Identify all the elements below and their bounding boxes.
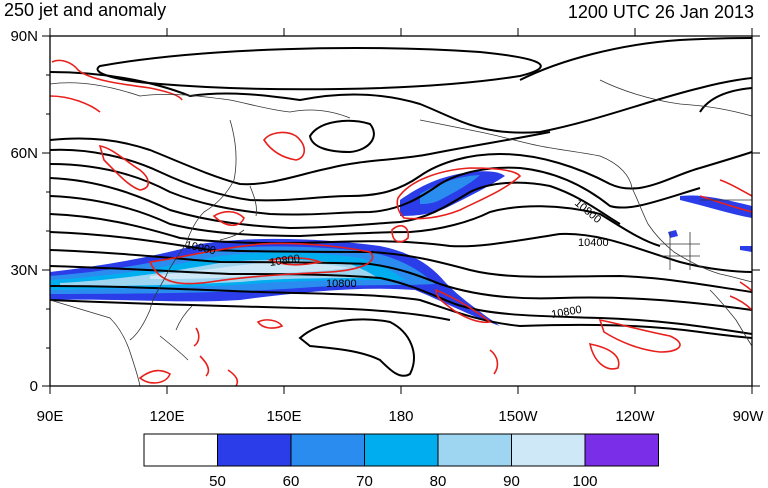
x-tick-label: 90E	[37, 408, 64, 425]
colorbar-swatch	[290, 433, 365, 467]
height-contours	[49, 37, 753, 377]
y-tick-label: 90N	[10, 28, 38, 45]
colorbar-label: 100	[572, 473, 597, 488]
colorbar-swatch	[584, 433, 659, 467]
contour-label: 10800	[326, 278, 357, 290]
y-tick-label: 0	[30, 378, 38, 395]
contour-label: 10800	[550, 304, 582, 321]
colorbar-swatch	[437, 433, 512, 467]
colorbar-swatch	[143, 433, 218, 467]
colorbar-swatch	[364, 433, 439, 467]
map-title: 250 jet and anomaly	[4, 0, 167, 20]
anomaly-contours	[49, 59, 753, 387]
x-tick-label: 150E	[266, 408, 301, 425]
x-tick-label: 150W	[498, 408, 538, 425]
colorbar-swatch	[511, 433, 586, 467]
x-tick-label: 120E	[149, 408, 184, 425]
map-datetime: 1200 UTC 26 Jan 2013	[567, 2, 754, 22]
colorbar-label: 50	[209, 473, 226, 488]
x-axis	[49, 28, 753, 394]
x-tick-label: 90W	[733, 408, 765, 425]
x-tick-label: 120W	[615, 408, 655, 425]
x-tick-label: 180	[388, 408, 413, 425]
colorbar-label: 80	[430, 473, 447, 488]
colorbar-label: 70	[356, 473, 373, 488]
contour-label: 10400	[578, 237, 609, 249]
y-axis	[42, 35, 760, 387]
colorbar: 50 60 70 80 90 100	[143, 433, 659, 488]
colorbar-label: 90	[503, 473, 520, 488]
y-tick-label: 30N	[10, 262, 38, 279]
y-tick-label: 60N	[10, 145, 38, 162]
colorbar-label: 60	[283, 473, 300, 488]
contour-label: 10800	[269, 253, 301, 269]
colorbar-swatch	[217, 433, 292, 467]
coastlines	[49, 79, 753, 387]
